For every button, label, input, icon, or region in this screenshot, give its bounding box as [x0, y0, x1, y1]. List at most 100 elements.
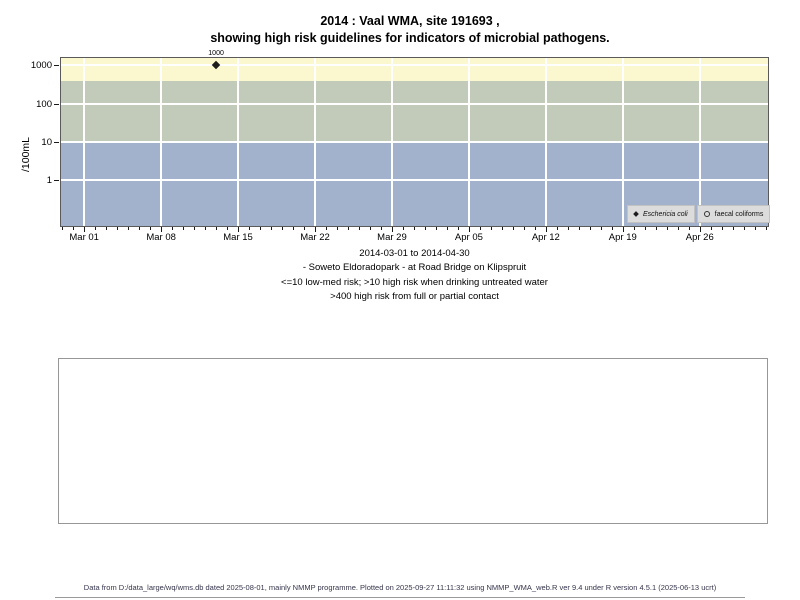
x-axis-tick-major — [238, 227, 240, 232]
x-axis-tick-label: Apr 12 — [531, 232, 560, 243]
risk-band-1 — [60, 80, 769, 142]
h-gridline — [60, 64, 769, 67]
y-axis-tick — [54, 103, 59, 105]
x-axis-tick-major — [84, 227, 86, 232]
x-axis-tick-major — [622, 227, 624, 232]
x-axis-tick-major — [391, 227, 393, 232]
open-circle-icon — [703, 211, 710, 217]
x-axis-tick-minor — [128, 227, 130, 230]
x-axis-tick-minor — [347, 227, 349, 230]
x-axis-tick-minor — [600, 227, 602, 230]
v-gridline — [467, 57, 470, 227]
v-gridline — [160, 57, 163, 227]
x-axis-tick-minor — [490, 227, 492, 230]
chart-title-line2: showing high risk guidelines for indicat… — [210, 30, 610, 45]
x-axis-tick-minor — [402, 227, 404, 230]
x-axis-tick-minor — [424, 227, 426, 230]
x-axis-tick-major — [161, 227, 163, 232]
x-axis-tick-minor — [721, 227, 723, 230]
x-axis-tick-minor — [139, 227, 141, 230]
x-axis-tick-minor — [435, 227, 437, 230]
caption-date-range: 2014-03-01 to 2014-04-30 — [359, 248, 470, 259]
x-axis-tick-minor — [710, 227, 712, 230]
x-axis-tick-minor — [172, 227, 174, 230]
x-axis-tick-minor — [655, 227, 657, 230]
x-axis-tick-minor — [326, 227, 327, 230]
x-axis-tick-minor — [512, 227, 514, 230]
v-gridline — [544, 57, 547, 227]
filled-diamond-icon — [633, 211, 639, 217]
x-axis-tick-minor — [95, 227, 97, 230]
y-axis-tick-label: 100 — [36, 98, 52, 110]
x-axis-tick-minor — [194, 227, 196, 230]
empty-panel — [58, 358, 768, 524]
chart-title: 2014 : Vaal WMA, site 191693 , showing h… — [40, 13, 780, 46]
legend-entry-ecoli: Eschericia coli — [627, 205, 695, 223]
x-axis-tick-minor — [677, 227, 679, 230]
caption-risk-line1: <=10 low-med risk; >10 high risk when dr… — [281, 276, 548, 288]
x-axis-tick-major — [468, 227, 470, 232]
caption-site-description: - Soweto Eldoradopark - at Road Bridge o… — [302, 262, 527, 274]
legend: Eschericia coli faecal coliforms — [627, 205, 771, 223]
x-axis-tick-minor — [337, 227, 338, 230]
x-axis-tick-minor — [611, 227, 613, 230]
legend-label-faecal-coliforms: faecal coliforms — [714, 210, 764, 218]
x-axis-tick-minor — [688, 227, 690, 230]
plot-panel — [60, 57, 769, 227]
x-axis-tick-minor — [523, 227, 525, 230]
x-axis-tick-minor — [556, 227, 558, 230]
v-gridline — [698, 57, 701, 227]
y-axis-tick-label: 1 — [46, 175, 52, 187]
x-axis-tick-minor — [633, 227, 635, 230]
h-gridline — [60, 140, 769, 143]
x-axis-tick-minor — [271, 227, 273, 230]
x-axis-tick-minor — [644, 227, 646, 230]
x-axis-tick-minor — [457, 227, 459, 230]
x-axis-tick-label: Mar 22 — [300, 232, 330, 243]
x-axis-tick-minor — [260, 227, 262, 230]
y-axis-tick — [54, 180, 59, 182]
data-point-label: 1000 — [208, 50, 224, 57]
v-gridline — [237, 57, 240, 227]
x-axis-tick-label: Mar 08 — [146, 232, 176, 243]
h-gridline — [60, 102, 769, 105]
x-axis-tick-minor — [501, 227, 503, 230]
x-axis-tick-minor — [205, 227, 207, 230]
x-axis-tick-minor — [216, 227, 218, 230]
v-gridline — [83, 57, 86, 227]
footer-text: Data from D:/data_large/wq/wms.db dated … — [83, 583, 717, 592]
x-axis-tick-minor — [358, 227, 360, 230]
x-axis-tick-minor — [304, 227, 306, 230]
x-axis-tick-label: Apr 26 — [685, 232, 714, 243]
x-axis-tick-major — [315, 227, 317, 232]
x-axis-tick-minor — [369, 227, 371, 230]
x-axis-tick-minor — [534, 227, 536, 230]
v-gridline — [390, 57, 393, 227]
x-axis-tick-minor — [754, 227, 756, 230]
x-axis-tick-minor — [446, 227, 448, 230]
x-axis-tick-minor — [578, 227, 580, 230]
caption: 2014-03-01 to 2014-04-30 - Soweto Eldora… — [60, 247, 769, 304]
x-axis-tick-minor — [282, 227, 284, 230]
x-axis-tick-label: Mar 29 — [377, 232, 407, 243]
v-gridline — [314, 57, 317, 227]
x-axis-tick-minor — [567, 227, 569, 230]
x-axis-tick-minor — [732, 227, 734, 230]
y-axis-tick — [54, 65, 59, 67]
y-axis-tick-label: 10 — [41, 136, 52, 148]
x-axis-tick-major — [699, 227, 701, 232]
x-axis-tick-minor — [117, 227, 119, 230]
footer-rule — [55, 597, 745, 598]
x-axis-tick-minor — [249, 227, 251, 230]
x-axis-tick-label: Apr 05 — [454, 232, 483, 243]
chart-title-line1: 2014 : Vaal WMA, site 191693 , — [320, 14, 500, 28]
x-axis-tick-minor — [380, 227, 382, 230]
v-gridline — [621, 57, 624, 227]
x-axis-tick-minor — [743, 227, 745, 230]
x-axis-tick-minor — [227, 227, 229, 230]
x-axis-tick-minor — [413, 227, 415, 230]
y-axis-tick — [54, 141, 59, 143]
legend-label-ecoli: Eschericia coli — [643, 210, 688, 218]
x-axis-tick-minor — [150, 227, 152, 230]
